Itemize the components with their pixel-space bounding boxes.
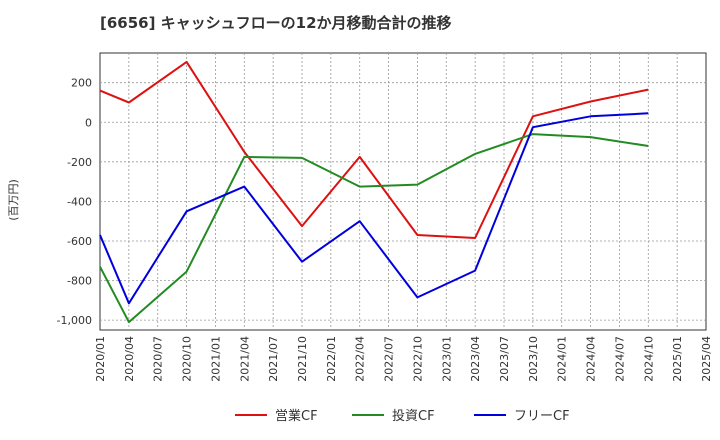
y-tick-label: -800 (67, 275, 92, 288)
legend-label-0: 営業CF (275, 408, 318, 424)
y-tick-label: 200 (71, 77, 92, 90)
x-tick-label: 2025/01 (671, 336, 684, 382)
series-line-0 (99, 60, 649, 239)
x-tick-label: 2020/07 (152, 336, 165, 382)
x-tick-label: 2020/10 (181, 336, 194, 382)
y-tick-label: -600 (67, 235, 92, 248)
x-tick-label: 2022/10 (411, 336, 424, 382)
series-line-2 (99, 112, 649, 305)
x-tick-label: 2024/07 (613, 336, 626, 382)
legend-label-1: 投資CF (392, 408, 435, 424)
x-tick-label: 2023/07 (498, 336, 511, 382)
legend-label-2: フリーCF (514, 409, 570, 424)
y-tick-label: -400 (67, 195, 92, 208)
y-tick-label: -1,000 (57, 314, 92, 327)
x-tick-label: 2023/04 (469, 336, 482, 382)
x-tick-label: 2023/01 (440, 336, 453, 382)
plot-area (99, 52, 707, 331)
y-tick-label: 0 (85, 116, 92, 129)
x-tick-label: 2020/01 (94, 336, 107, 382)
x-tick-label: 2024/10 (642, 336, 655, 382)
x-tick-label: 2025/04 (700, 336, 713, 382)
x-tick-label: 2022/01 (325, 336, 338, 382)
x-tick-label: 2023/10 (527, 336, 540, 382)
x-tick-label: 2021/01 (209, 336, 222, 382)
series-line-1 (99, 133, 649, 324)
x-tick-label: 2021/04 (238, 336, 251, 382)
x-tick-label: 2022/04 (354, 336, 367, 382)
y-axis-label: (百万円) (7, 179, 20, 221)
x-tick-label: 2021/07 (267, 336, 280, 382)
x-tick-label: 2021/10 (296, 336, 309, 382)
x-tick-label: 2020/04 (123, 336, 136, 382)
x-tick-label: 2024/01 (556, 336, 569, 382)
x-tick-label: 2022/07 (383, 336, 396, 382)
y-tick-label: -200 (67, 156, 92, 169)
x-tick-label: 2024/04 (585, 336, 598, 382)
chart-title: [6656] キャッシュフローの12か月移動合計の推移 (100, 14, 452, 32)
